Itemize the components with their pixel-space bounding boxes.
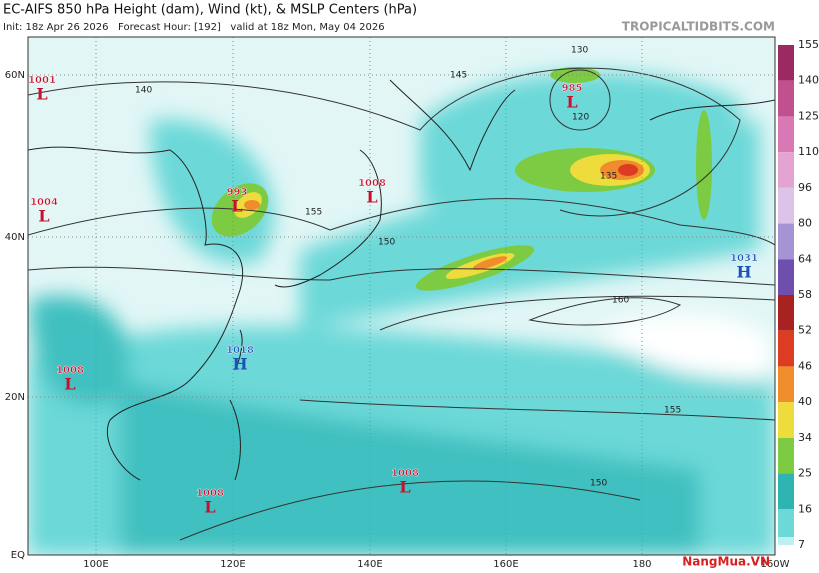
- center-symbol: L: [204, 498, 215, 517]
- jet-streaks: [211, 67, 712, 291]
- center-symbol: L: [36, 85, 47, 104]
- colorbar-segment: [778, 437, 794, 474]
- colorbar-segment: [778, 537, 794, 545]
- colorbar-segment: [778, 509, 794, 545]
- map-frame: [27, 36, 776, 556]
- subtitle: Init: 18z Apr 26 2026 Forecast Hour: [19…: [3, 22, 385, 33]
- center-symbol: L: [566, 93, 577, 112]
- center-pressure: 985: [562, 83, 583, 94]
- lon-label: 100E: [83, 559, 108, 570]
- center-symbol: H: [736, 263, 751, 282]
- contour-label: 135: [600, 172, 617, 182]
- contour-label: 150: [590, 479, 607, 489]
- colorbar-segment: [778, 366, 794, 403]
- colorbar-segment: [778, 45, 794, 81]
- center-symbol: L: [231, 197, 242, 216]
- colorbar-label: 125: [798, 109, 819, 122]
- colorbar-segment: [778, 187, 794, 224]
- lon-label: 140E: [357, 559, 382, 570]
- center-pressure: 1031: [730, 253, 758, 264]
- colorbar-label: 140: [798, 74, 819, 87]
- lat-label: 20N: [5, 392, 25, 403]
- center-symbol: L: [64, 375, 75, 394]
- colorbar-label: 52: [798, 324, 812, 337]
- colorbar-label: 34: [798, 431, 812, 444]
- title: EC-AIFS 850 hPa Height (dam), Wind (kt),…: [3, 3, 417, 18]
- lon-label: 120E: [220, 559, 245, 570]
- colorbar: 155 140 125 110 96 80 64 58 52 46 40 34 25 16 7: [778, 38, 819, 551]
- colorbar-label: 96: [798, 181, 812, 194]
- colorbar-label: 25: [798, 467, 812, 480]
- center-pressure: 1008: [196, 488, 224, 499]
- contour-label: 130: [571, 46, 588, 56]
- colorbar-segment: [778, 330, 794, 367]
- lat-label: 40N: [5, 232, 25, 243]
- colorbar-label: 7: [798, 538, 805, 551]
- colorbar-segment: [778, 116, 794, 153]
- colorbar-label: 110: [798, 145, 819, 158]
- colorbar-label: 46: [798, 359, 812, 372]
- graticule: [28, 37, 775, 555]
- colorbar-segment: [778, 80, 794, 117]
- colorbar-segment: [778, 223, 794, 260]
- center-pressure: 1008: [391, 468, 419, 479]
- center-pressure: 993: [227, 187, 248, 198]
- colorbar-label: 16: [798, 502, 812, 515]
- colorbar-segment: [778, 295, 794, 331]
- colorbar-label: 58: [798, 288, 812, 301]
- contour-label: 120: [572, 113, 589, 123]
- contour-label: 155: [305, 208, 322, 218]
- center-symbol: L: [38, 207, 49, 226]
- colorbar-segment: [778, 402, 794, 438]
- lat-label: EQ: [11, 550, 25, 561]
- colorbar-segment: [778, 152, 794, 188]
- colorbar-segment: [778, 473, 794, 510]
- center-symbol: L: [366, 188, 377, 207]
- lat-label: 60N: [5, 70, 25, 81]
- center-symbol: L: [399, 478, 410, 497]
- center-pressure: 1008: [358, 178, 386, 189]
- center-pressure: 1004: [30, 197, 58, 208]
- colorbar-label: 80: [798, 217, 812, 230]
- colorbar-label: 64: [798, 252, 812, 265]
- contour-label: 155: [664, 406, 681, 416]
- site-name: TROPICALTIDBITS.COM: [622, 20, 775, 34]
- lon-label: 160E: [493, 559, 518, 570]
- center-pressure: 1018: [226, 345, 254, 356]
- contour-label: 145: [450, 71, 467, 81]
- colorbar-label: 40: [798, 395, 812, 408]
- contour-label: 150: [378, 238, 395, 248]
- watermark: NangMua.VN: [682, 555, 770, 569]
- contour-label: 160: [612, 296, 629, 306]
- center-symbol: H: [232, 355, 247, 374]
- contour-labels: 140 145 150 155 160 135 130 120 150 155: [135, 46, 681, 489]
- axis-labels: 60N 40N 20N EQ 100E 120E 140E 160E 180 160W: [5, 70, 790, 570]
- height-contours: [28, 67, 775, 541]
- colorbar-segment: [778, 259, 794, 295]
- colorbar-label: 155: [798, 38, 819, 51]
- lon-label: 160W: [761, 559, 790, 570]
- contour-label: 140: [135, 86, 152, 96]
- pressure-centers: 1001L1004L993L1008L985L1031H1018H1008L10…: [28, 75, 758, 517]
- center-pressure: 1001: [28, 75, 56, 86]
- coastlines: [28, 79, 775, 481]
- center-pressure: 1008: [56, 365, 84, 376]
- lon-label: 180: [632, 559, 651, 570]
